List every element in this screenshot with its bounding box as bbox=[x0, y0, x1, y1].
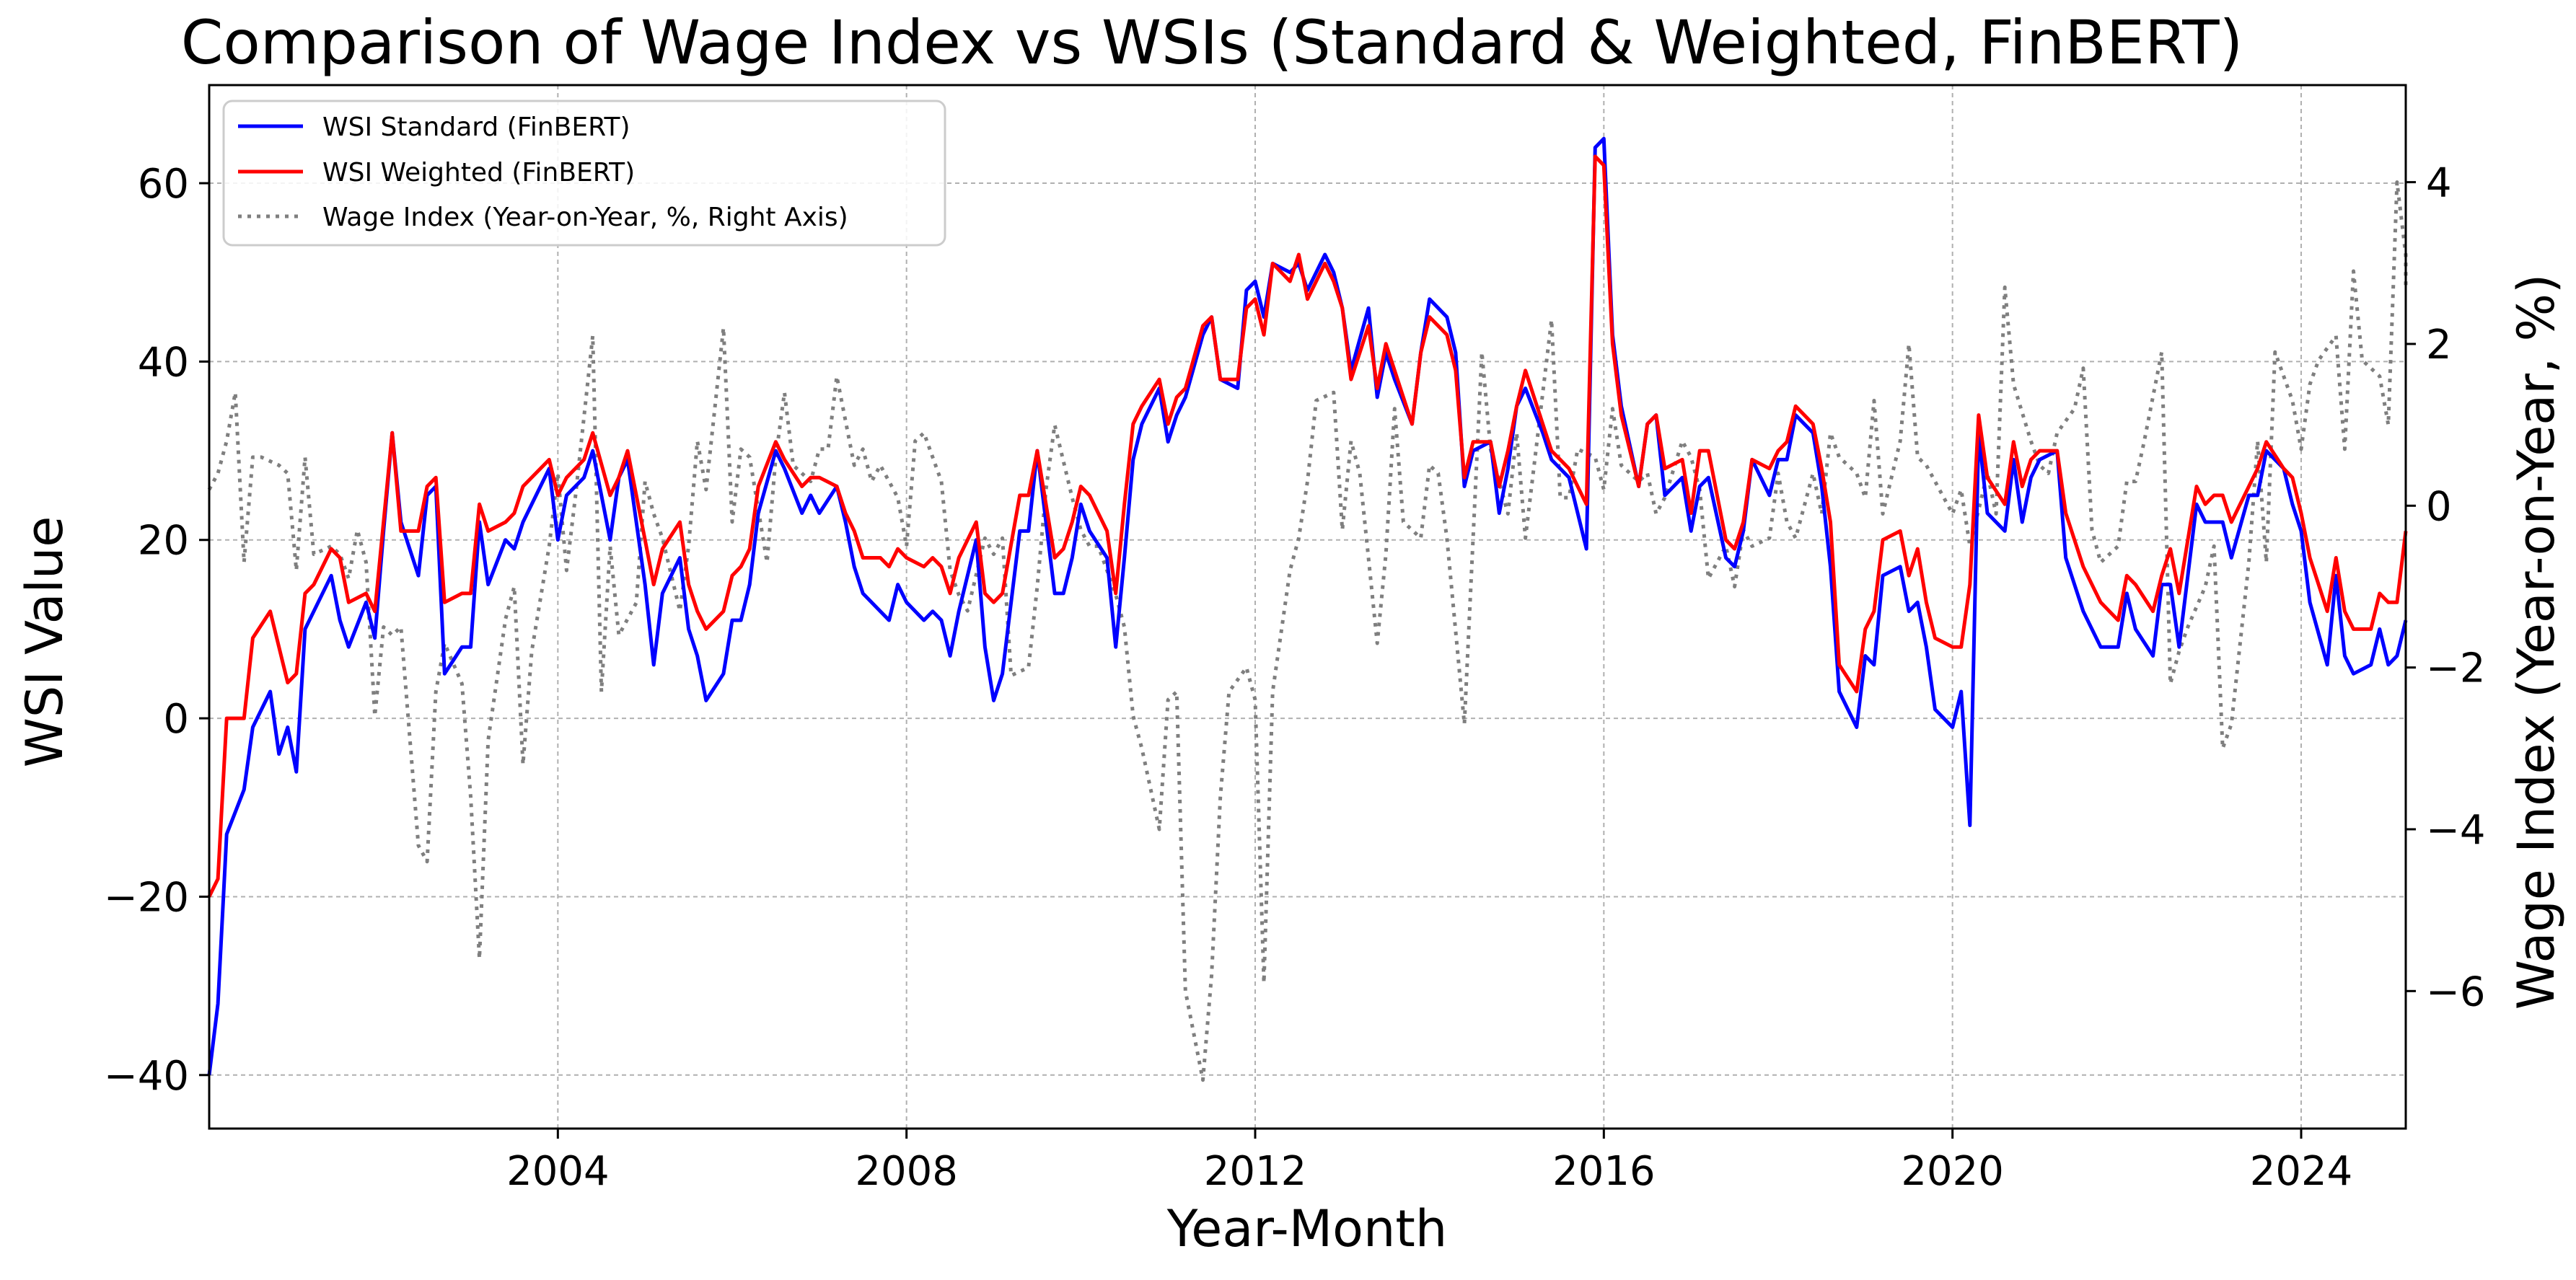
chart-title: Comparison of Wage Index vs WSIs (Standa… bbox=[181, 7, 2243, 78]
y-left-tick-label: −20 bbox=[104, 874, 189, 921]
series-line-2 bbox=[207, 180, 2408, 1082]
legend-box bbox=[222, 100, 946, 247]
y-right-tick-label: 4 bbox=[2426, 160, 2452, 207]
y-left-tick-label: 60 bbox=[138, 161, 189, 208]
y-left-tick-label: −40 bbox=[104, 1053, 189, 1100]
legend-label-wsi-weighted: WSI Weighted (FinBERT) bbox=[322, 158, 635, 187]
plot-lines bbox=[207, 136, 2408, 1082]
x-tick-label: 2024 bbox=[2250, 1148, 2353, 1195]
plot-frame bbox=[208, 84, 2407, 1130]
y-axis-label-left: WSI Value bbox=[15, 516, 74, 768]
series-line-1 bbox=[207, 154, 2408, 898]
y-right-tick-label: 0 bbox=[2426, 483, 2452, 530]
y-axis-label-right: Wage Index (Year-on-Year, %) bbox=[2507, 274, 2566, 1010]
y-right-tick-label: 2 bbox=[2426, 322, 2452, 368]
x-axis-label: Year-Month bbox=[1166, 1199, 1447, 1258]
legend: WSI Standard (FinBERT) WSI Weighted (Fin… bbox=[222, 100, 946, 247]
legend-label-wsi-standard: WSI Standard (FinBERT) bbox=[322, 112, 630, 142]
y-right-tick-label: −6 bbox=[2426, 968, 2486, 1015]
x-tick-label: 2012 bbox=[1204, 1148, 1307, 1195]
x-tick-label: 2004 bbox=[506, 1148, 610, 1195]
x-tick-label: 2020 bbox=[1901, 1148, 2004, 1195]
y-left-tick-label: 0 bbox=[163, 696, 189, 743]
x-tick-label: 2016 bbox=[1552, 1148, 1656, 1195]
ticks: 2004 2008 2012 2016 2020 2024−40−200204060−6−… bbox=[104, 160, 2486, 1195]
legend-label-wage-index: Wage Index (Year-on-Year, %, Right Axis) bbox=[322, 203, 848, 232]
y-right-tick-label: −4 bbox=[2426, 807, 2486, 854]
y-right-tick-label: −2 bbox=[2426, 645, 2486, 692]
x-tick-label: 2008 bbox=[855, 1148, 958, 1195]
series-line-0 bbox=[207, 136, 2408, 1076]
y-left-tick-label: 40 bbox=[138, 339, 189, 386]
y-left-tick-label: 20 bbox=[138, 518, 189, 565]
